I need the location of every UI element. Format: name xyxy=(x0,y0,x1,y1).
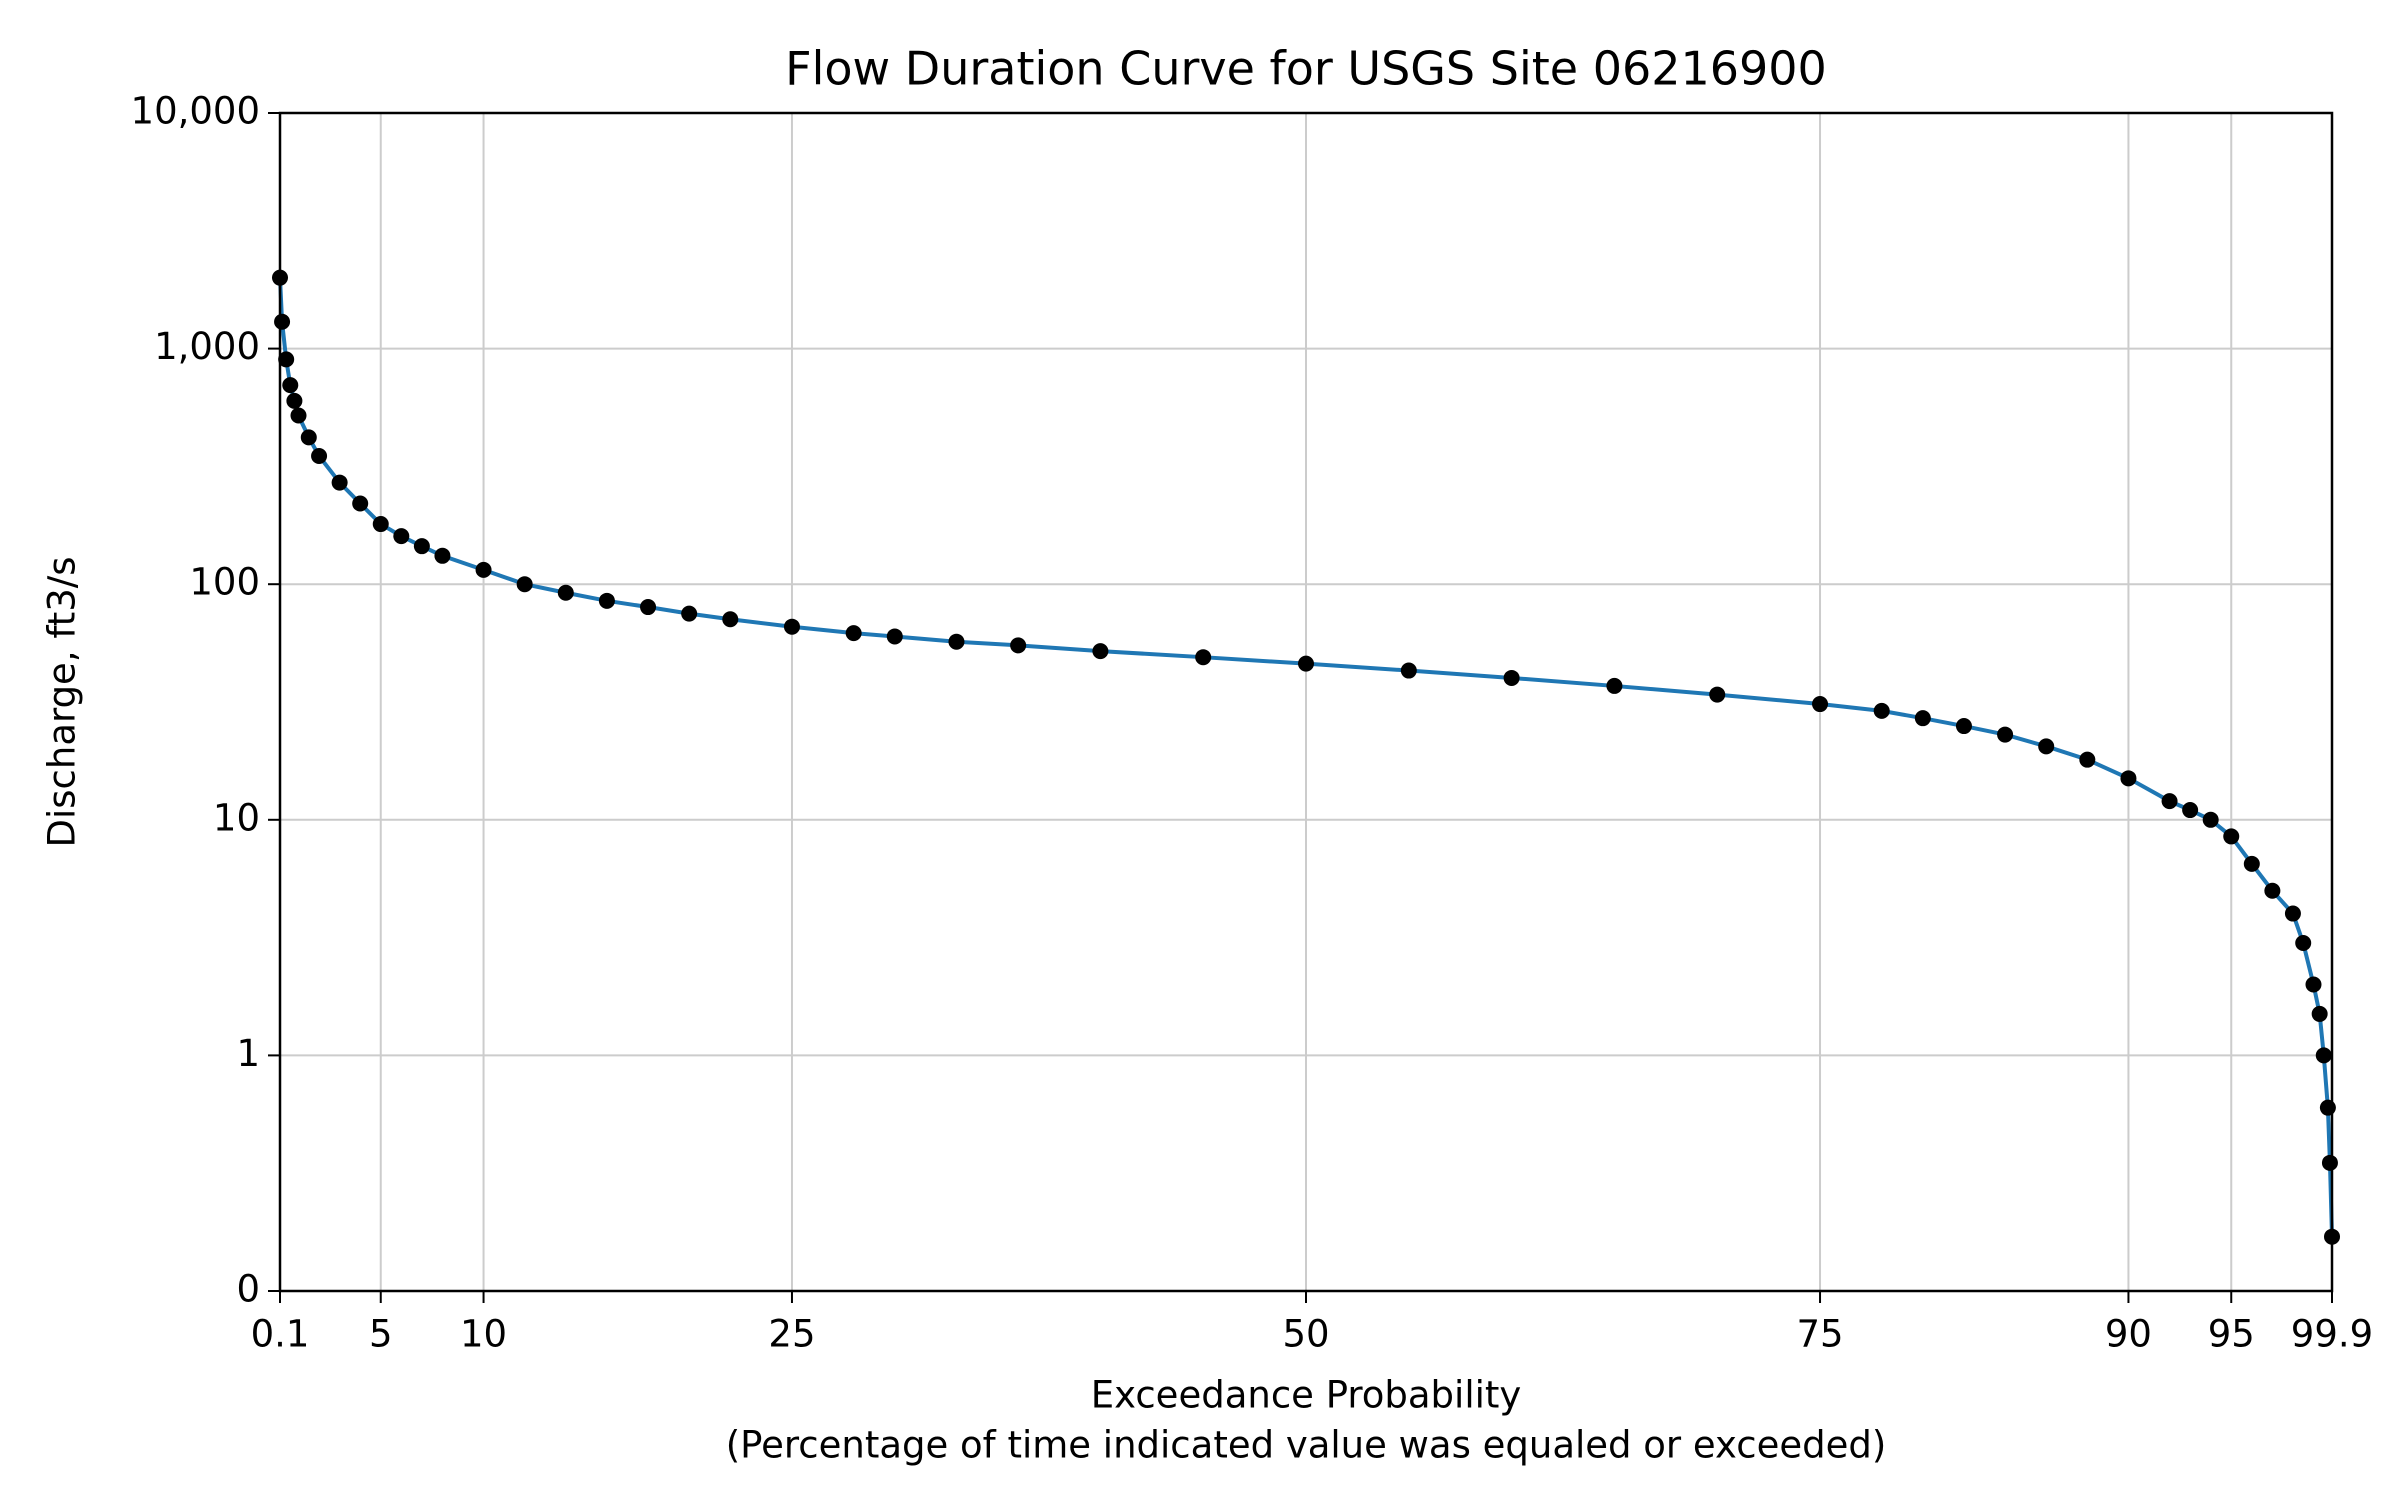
y-axis-label: Discharge, ft3/s xyxy=(41,556,84,847)
flow-point xyxy=(2243,855,2260,872)
y-tick-label: 0 xyxy=(236,1268,260,1311)
flow-point xyxy=(845,625,862,642)
flow-point xyxy=(681,605,698,622)
x-tick-label: 25 xyxy=(768,1313,815,1356)
flow-point xyxy=(331,474,348,491)
flow-point xyxy=(2161,793,2178,810)
flow-point xyxy=(1503,669,1520,686)
x-tick-label: 50 xyxy=(1282,1313,1329,1356)
flow-point xyxy=(2284,905,2301,922)
flow-point xyxy=(1873,702,1890,719)
y-tick-label: 100 xyxy=(189,561,260,604)
flow-point xyxy=(1400,662,1417,679)
flow-point xyxy=(352,495,369,512)
flow-point xyxy=(640,599,657,616)
flow-point xyxy=(598,592,615,609)
flow-point xyxy=(2182,802,2199,819)
flow-point xyxy=(1997,726,2014,743)
flow-point xyxy=(1812,696,1829,713)
flow-point xyxy=(300,429,317,446)
flow-point xyxy=(2202,811,2219,828)
flow-point xyxy=(2305,976,2322,993)
flow-point xyxy=(290,407,307,424)
flow-point xyxy=(434,547,451,564)
plot-frame xyxy=(278,111,2334,1293)
flow-point xyxy=(372,516,389,533)
flow-point xyxy=(311,448,328,465)
flow-point xyxy=(722,611,739,628)
flow-point xyxy=(2120,770,2137,787)
x-tick-label: 95 xyxy=(2208,1313,2255,1356)
y-tick-label: 1,000 xyxy=(154,325,260,368)
flow-point xyxy=(274,313,291,330)
y-tick-label: 10 xyxy=(213,796,260,839)
flow-point xyxy=(286,392,303,409)
x-tick-label: 10 xyxy=(460,1313,507,1356)
flow-point xyxy=(2319,1099,2336,1116)
x-tick-label: 75 xyxy=(1796,1313,1843,1356)
flow-point xyxy=(2264,882,2281,899)
x-tick-label: 99.9 xyxy=(2291,1313,2373,1356)
flow-point xyxy=(393,528,410,545)
flow-point xyxy=(2321,1154,2338,1171)
flow-point xyxy=(948,633,965,650)
chart-title: Flow Duration Curve for USGS Site 062169… xyxy=(785,42,1827,96)
y-tick-label: 1 xyxy=(236,1032,260,1075)
x-axis-label-note: (Percentage of time indicated value was … xyxy=(726,1424,1887,1467)
flow-point xyxy=(1195,649,1212,666)
flow-point xyxy=(475,561,492,578)
flow-point xyxy=(1955,718,1972,735)
x-axis-label: Exceedance Probability xyxy=(1091,1374,1522,1417)
flow-point xyxy=(282,377,299,394)
flow-point xyxy=(1709,686,1726,703)
flow-point xyxy=(2079,751,2096,768)
flow-point xyxy=(1092,643,1109,660)
flow-point xyxy=(2295,934,2312,951)
flow-point xyxy=(2311,1005,2328,1022)
flow-point xyxy=(278,351,295,368)
flow-point xyxy=(783,618,800,635)
flow-point xyxy=(516,576,533,593)
flow-point xyxy=(2315,1047,2332,1064)
x-tick-label: 5 xyxy=(369,1313,393,1356)
flow-point xyxy=(886,628,903,645)
flow-point xyxy=(1606,677,1623,694)
y-tick-label: 10,000 xyxy=(131,90,260,133)
flow-point xyxy=(2038,738,2055,755)
x-tick-label: 0.1 xyxy=(251,1313,310,1356)
flow-point xyxy=(557,584,574,601)
flow-point xyxy=(1914,710,1931,727)
flow-point xyxy=(1010,637,1027,654)
flow-point xyxy=(1298,655,1314,672)
flow-point xyxy=(2223,828,2240,845)
flow-point xyxy=(413,538,430,555)
x-tick-label: 90 xyxy=(2105,1313,2152,1356)
